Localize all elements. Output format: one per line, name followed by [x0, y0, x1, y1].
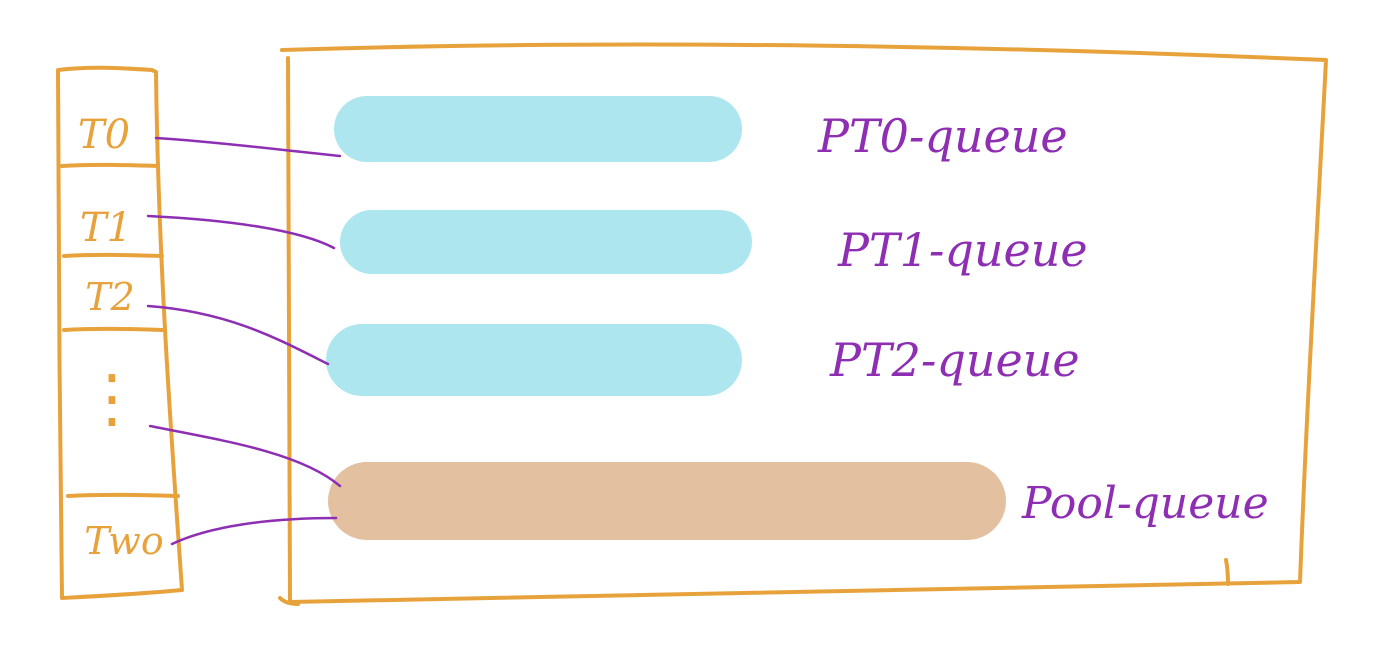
connector-ellipsis: [148, 424, 342, 488]
thread-column-border: [56, 65, 184, 600]
thread-column: T0 T1 T2 ⋮ Two: [56, 65, 184, 600]
connector-t0: [154, 136, 342, 158]
connectors: [146, 136, 342, 546]
connector-t1: [146, 214, 336, 250]
queue-label-pool: Pool-queue: [1021, 478, 1269, 529]
thread-label-t2: T2: [85, 275, 135, 319]
queue-bar-pool: [328, 462, 1006, 540]
queue-container-tick: [1224, 558, 1230, 586]
connector-t2: [146, 304, 330, 366]
queue-label-pt2: PT2-queue: [829, 333, 1080, 387]
connector-two: [170, 516, 338, 546]
queue-container-tick: [278, 596, 300, 606]
queue-container-border: [280, 42, 1328, 604]
thread-divider: [60, 162, 160, 168]
thread-label-t0: T0: [78, 112, 130, 158]
queue-label-pt0: PT0-queue: [817, 109, 1068, 163]
thread-label-t1: T1: [80, 205, 132, 251]
queue-label-pt1: PT1-queue: [837, 223, 1088, 277]
thread-divider: [62, 326, 166, 332]
thread-divider: [66, 492, 180, 498]
queue-bars: [326, 96, 1006, 540]
thread-divider: [62, 252, 164, 258]
queue-bar-pt0: [334, 96, 742, 162]
queue-bar-pt2: [326, 324, 742, 396]
thread-label-two: Two: [84, 519, 163, 563]
queue-labels: PT0-queue PT1-queue PT2-queue Pool-queue: [817, 109, 1269, 529]
queue-bar-pt1: [340, 210, 752, 274]
thread-ellipsis: ⋮: [80, 362, 144, 436]
